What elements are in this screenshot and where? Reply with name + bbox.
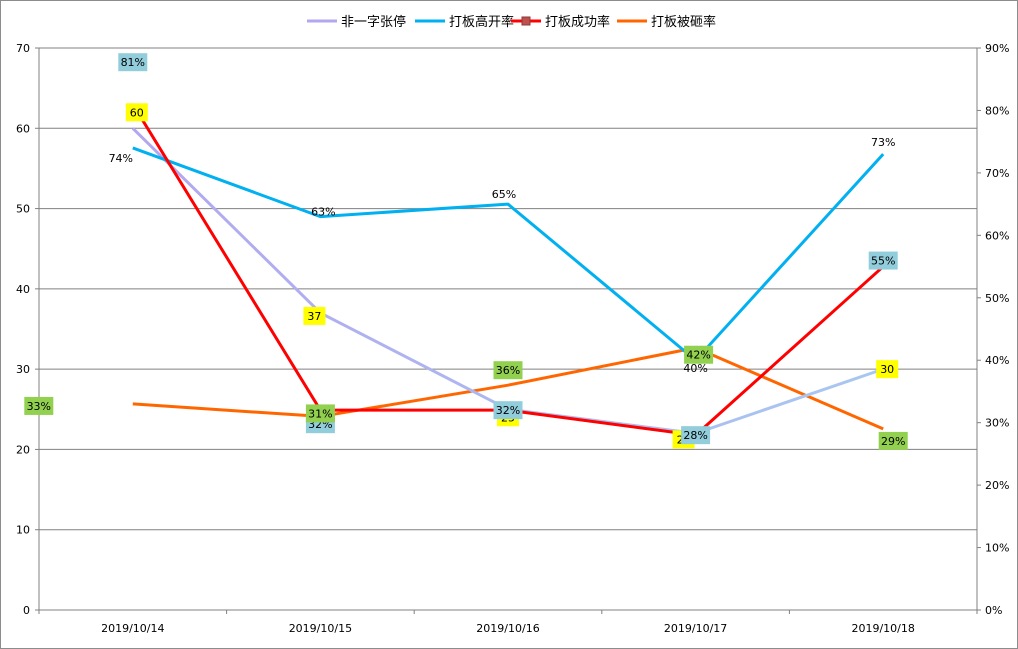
data-label-bg [24,396,54,415]
data-label-bg [493,361,523,380]
legend-label: 打板被砸率 [651,14,716,30]
data-labels: 603725223081%32%32%28%55%74%63%65%40%73%… [24,53,908,450]
data-label-bg [303,306,326,325]
data-label: 74% [109,152,133,165]
data-label-bg [125,103,148,122]
data-label: 40% [683,362,707,375]
data-label: 55% [871,255,895,268]
data-label-bg [305,404,335,423]
data-label-bg [684,345,714,364]
series-line-0 [131,127,884,435]
y-right-tick-label: 0% [985,604,1002,617]
data-label-bg [878,431,908,450]
data-label: 37 [307,310,321,323]
data-label: 42% [686,349,710,362]
data-label: 60 [130,106,144,119]
y-left-tick-label: 60 [16,122,30,135]
data-label: 32% [496,404,520,417]
data-label-bg [876,360,899,379]
data-label: 63% [311,206,335,219]
x-tick-label: 2019/10/17 [664,622,727,635]
data-label: 30 [880,363,894,376]
series-line-3 [132,346,884,431]
y-right-tick-label: 30% [985,417,1009,430]
legend-label: 打板成功率 [545,14,610,30]
data-label: 33% [27,400,51,413]
x-tick-label: 2019/10/15 [289,622,352,635]
series-lines [131,103,885,437]
data-label: 73% [871,136,895,149]
data-label-bg [493,401,523,420]
data-label: 81% [121,56,145,69]
y-left-tick-label: 40 [16,283,30,296]
y-left-tick-label: 50 [16,203,30,216]
y-left-tick-label: 70 [16,42,30,55]
y-right-tick-label: 70% [985,167,1009,180]
data-label-bg [118,53,148,72]
x-tick-label: 2019/10/18 [851,622,914,635]
legend-label: 非一字张停 [341,14,406,30]
series-line-1 [132,146,885,362]
data-label-bg [681,426,711,445]
y-left-tick-label: 30 [16,363,30,376]
y-right-tick-label: 10% [985,542,1009,555]
y-right-tick-label: 80% [985,104,1009,117]
data-label-bg [868,251,898,270]
data-label: 28% [683,429,707,442]
y-right-tick-label: 20% [985,479,1009,492]
y-left-tick-label: 20 [16,443,30,456]
data-label: 31% [308,407,332,420]
data-label: 36% [496,364,520,377]
data-label: 29% [881,435,905,448]
y-right-tick-label: 60% [985,229,1009,242]
y-right-tick-label: 40% [985,354,1009,367]
x-tick-label: 2019/10/14 [101,622,164,635]
legend-marker [521,16,531,26]
x-tick-label: 2019/10/16 [476,622,539,635]
y-left-tick-label: 0 [23,604,30,617]
y-left-tick-label: 10 [16,524,30,537]
y-right-tick-label: 90% [985,42,1009,55]
gridlines [39,47,977,531]
legend: 非一字张停 打板高开率 打板成功率 打板被砸率 [307,14,716,30]
data-label: 65% [492,188,516,201]
legend-label: 打板高开率 [449,14,514,30]
y-right-tick-label: 50% [985,292,1009,305]
axes: 0 10 20 30 40 50 60 70 0% 10% 20% 30% 40% 50% 60% 70% 80… [16,42,1009,635]
